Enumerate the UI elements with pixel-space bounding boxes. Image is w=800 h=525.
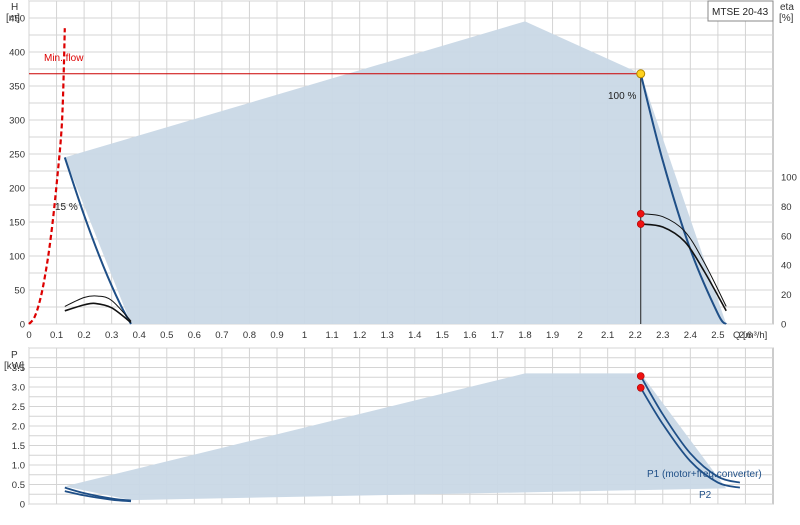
p-tick-label: 2.5 [12,402,25,413]
x-tick-label: 2.4 [684,330,697,341]
head-operating-area [64,21,727,325]
h-tick-label: 50 [14,286,25,297]
eta-duty-marker [636,209,645,218]
h-tick-label: 250 [9,150,25,161]
h-tick-label: 350 [9,82,25,93]
head-curves [28,28,727,325]
x-tick-label: 0.4 [133,330,146,341]
p2-15-curve [64,490,132,503]
head-100-curve [639,73,727,325]
p-tick-label: 3.0 [12,383,25,394]
eta-duty-marker [636,220,645,228]
x-tick-label: 2 [577,330,582,341]
p-axis-label: P [11,350,18,361]
x-tick-label: 1.2 [353,330,366,341]
h-tick-label: 400 [9,48,25,59]
h-tick-label: 200 [9,184,25,195]
p-tick-label: 0 [20,500,25,511]
p1-curve [639,375,741,484]
x-tick-label: 2.5 [711,330,724,341]
h-tick-label: 0 [20,320,25,331]
speed-100-label: 100 % [608,91,636,102]
h-tick-label: 100 [9,252,25,263]
x-tick-label: 1.4 [408,330,421,341]
model-legend-box [707,0,774,22]
h-axis-unit: [m] [6,13,20,24]
speed-15-label: 15 % [55,202,78,213]
p2-series-label: P2 [699,490,712,501]
x-tick-label: 1 [302,330,307,341]
power-operating-area [64,373,727,501]
x-tick-label: 0 [26,330,31,341]
p-tick-label: 2.0 [12,422,25,433]
x-tick-label: 1.3 [381,330,394,341]
x-tick-label: 2.3 [656,330,669,341]
eta-axis-unit: [%] [779,13,794,24]
q-axis-label: Q [m³/h] [733,330,767,341]
eta-tick-label: 80 [781,202,792,213]
chart-labels: H [m] eta [%] Q [m³/h] P [kW] MTSE 20-43… [4,0,794,501]
power-duty-marker [636,372,645,380]
x-tick-label: 0.8 [243,330,256,341]
eta-tick-label: 100 [781,173,797,184]
h-tick-label: 150 [9,218,25,229]
p-tick-label: 1.0 [12,461,25,472]
power-curves [64,373,741,503]
x-tick-label: 2.1 [601,330,614,341]
power-area-polygon [64,373,727,501]
h-tick-label: 300 [9,116,25,127]
model-legend-text: MTSE 20-43 [712,7,769,18]
p-tick-label: 0.5 [12,480,25,491]
head-area-polygon [64,21,727,325]
x-tick-label: 0.7 [215,330,228,341]
p-tick-label: 1.5 [12,441,25,452]
x-tick-label: 1.1 [326,330,339,341]
x-tick-label: 1.5 [436,330,449,341]
x-tick-label: 2.6 [739,330,752,341]
power-duty-marker [636,383,645,392]
p1-series-label: P1 (motor+freq.converter) [647,469,762,480]
h-tick-label: 450 [9,14,25,25]
x-tick-label: 1.7 [491,330,504,341]
x-tick-label: 1.8 [518,330,531,341]
head-duty-marker [636,69,646,79]
x-tick-label: 0.1 [50,330,63,341]
eta-tick-label: 20 [781,290,792,301]
x-tick-label: 0.2 [78,330,91,341]
h-axis-label: H [11,2,18,13]
p-axis-unit: [kW] [4,361,24,372]
min-flow-curve-curve [28,28,66,325]
x-tick-label: 2.2 [629,330,642,341]
eta-tick-label: 60 [781,231,792,242]
tick-labels: 0 0.1 0.2 0.3 0.4 0.5 0.6 0.7 0.8 0.9 1 1.1 1.2 1.3 1.… [9,14,797,511]
x-tick-label: 0.9 [270,330,283,341]
x-tick-label: 1.6 [463,330,476,341]
x-tick-label: 1.9 [546,330,559,341]
eta-axis-label: eta [780,2,794,13]
x-tick-label: 0.6 [188,330,201,341]
head-15-curve [63,157,132,325]
p-tick-label: 3.5 [12,363,25,374]
eta-15-a-curve [64,295,132,322]
eta-100-b-curve [640,223,727,312]
duty-markers [636,69,646,392]
eta-100-a-curve [640,213,727,307]
x-tick-label: 0.5 [160,330,173,341]
eta-tick-label: 0 [781,320,786,331]
eta-15-b-curve [64,302,132,324]
eta-tick-label: 40 [781,261,792,272]
min-flow-label: Min. flow [44,53,84,64]
p2-curve [639,387,741,489]
x-tick-label: 0.3 [105,330,118,341]
